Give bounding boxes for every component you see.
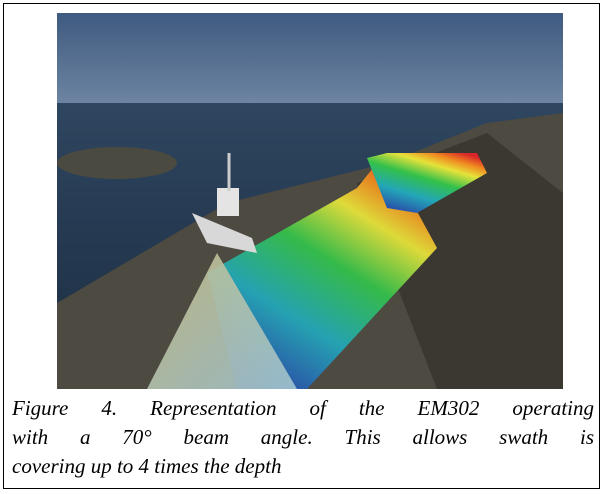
caption-line: covering up to 4 times the depth [12, 454, 282, 478]
figure-image [57, 13, 563, 389]
figure-frame: Figure 4. Representation of the EM302 op… [3, 3, 600, 489]
figure-caption: Figure 4. Representation of the EM302 op… [12, 394, 594, 481]
caption-line: Figure 4. Representation of the EM302 op… [12, 396, 594, 420]
caption-line: with a 70° beam angle. This allows swath… [12, 425, 594, 449]
